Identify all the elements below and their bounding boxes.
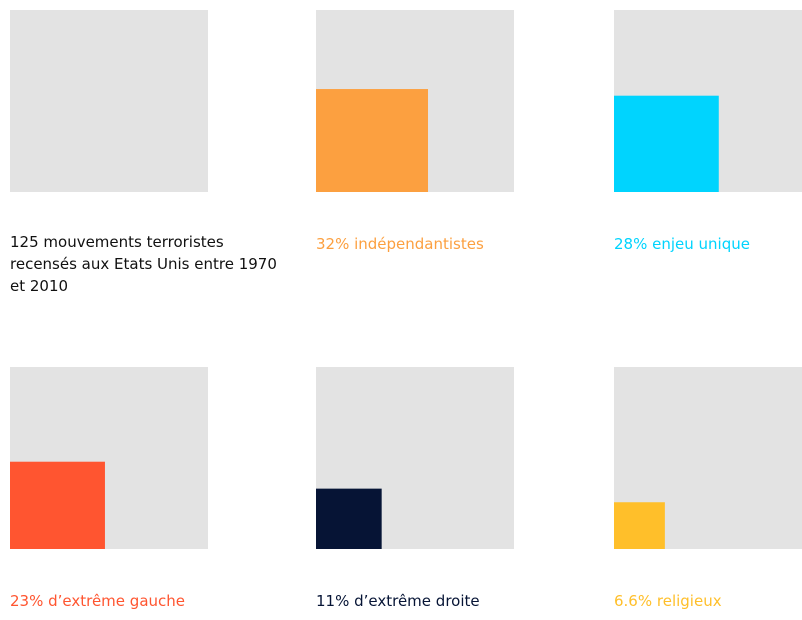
area-square — [614, 502, 665, 549]
area-square — [316, 89, 429, 192]
value-label: 28% enjeu unique — [614, 235, 750, 253]
value-label: 32% indépendantistes — [316, 235, 484, 253]
area-square — [614, 95, 719, 192]
value-label: 23% d’extrême gauche — [10, 592, 185, 610]
chart-title: 125 mouvements terroristes recensés aux … — [10, 233, 277, 295]
area-square — [316, 488, 382, 549]
area-square — [10, 461, 105, 549]
value-label: 11% d’extrême droite — [316, 592, 480, 610]
value-label: 6.6% religieux — [614, 592, 722, 610]
reference-square — [10, 10, 208, 192]
